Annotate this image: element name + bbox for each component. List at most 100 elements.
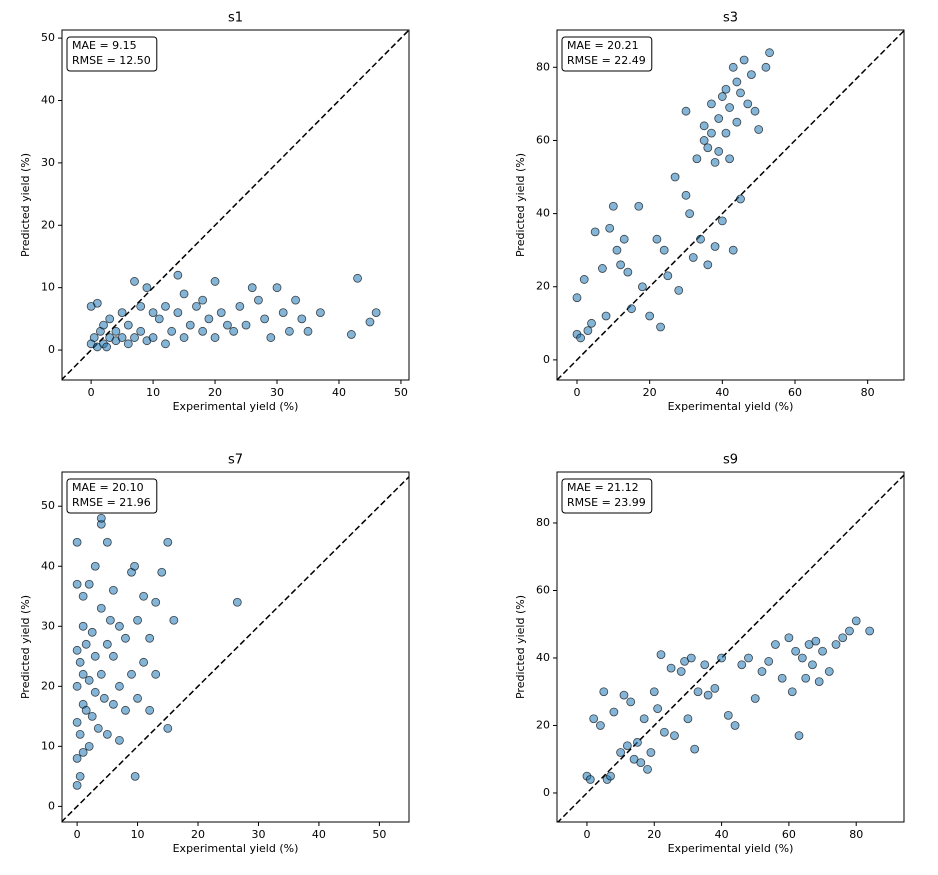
point — [865, 626, 875, 636]
y-tick-label: 60 — [536, 583, 550, 596]
plot-area — [62, 30, 409, 380]
point — [111, 326, 121, 336]
x-axis-label: Experimental yield (%) — [173, 842, 299, 855]
y-tick-label: 0 — [48, 343, 55, 356]
point — [797, 653, 807, 663]
point — [761, 62, 771, 72]
annotation-text: RMSE = 21.96 — [72, 496, 151, 509]
point — [717, 653, 726, 663]
x-tick-label: 0 — [88, 386, 95, 399]
point — [90, 651, 100, 661]
point — [619, 234, 629, 244]
point — [173, 270, 183, 280]
subplot-title: s3 — [723, 11, 738, 26]
point — [692, 154, 702, 164]
point — [686, 653, 696, 663]
point — [72, 753, 82, 763]
point — [572, 293, 582, 303]
point — [297, 314, 307, 324]
point — [346, 330, 356, 339]
point — [72, 645, 82, 655]
y-axis-label: Predicted yield (%) — [514, 595, 527, 699]
point — [616, 260, 625, 270]
point — [291, 295, 301, 305]
point — [710, 683, 720, 693]
identity-line — [557, 473, 904, 822]
y-tick-label: 50 — [41, 499, 55, 512]
point — [590, 227, 600, 237]
y-tick-label: 0 — [48, 799, 55, 812]
point — [148, 333, 158, 342]
point — [696, 234, 705, 244]
point — [845, 626, 854, 636]
point — [192, 301, 201, 311]
point — [811, 636, 821, 646]
y-axis-label: Predicted yield (%) — [514, 153, 527, 257]
point — [599, 687, 609, 697]
point — [700, 660, 710, 670]
point — [90, 561, 100, 571]
point — [72, 579, 82, 589]
point — [710, 157, 720, 167]
point — [576, 333, 586, 343]
point — [96, 513, 106, 523]
point — [714, 114, 724, 123]
point — [608, 201, 618, 211]
y-tick-label: 20 — [536, 718, 550, 731]
point — [730, 721, 740, 730]
point — [127, 669, 136, 679]
point — [315, 308, 325, 318]
point — [757, 667, 767, 676]
annotation-text: RMSE = 12.50 — [72, 54, 151, 67]
point — [235, 301, 245, 311]
annotation: MAE = 20.10 RMSE = 21.96 — [66, 478, 158, 514]
point — [130, 771, 140, 781]
point — [148, 308, 158, 318]
annotation-text: MAE = 9.15 — [72, 39, 137, 52]
subplot: s1 0 10 20 30 40 50 0 10 20 30 40 50 Experimental yie… — [19, 11, 410, 413]
point — [703, 260, 713, 270]
point — [601, 311, 611, 321]
point — [185, 320, 195, 330]
identity-line — [62, 475, 409, 822]
point — [96, 669, 106, 679]
y-tick-label: 80 — [536, 60, 550, 73]
point — [656, 322, 665, 332]
x-tick-label: 80 — [849, 828, 863, 841]
y-tick-label: 0 — [543, 786, 550, 799]
point — [710, 242, 720, 251]
point — [605, 223, 615, 233]
point — [634, 201, 644, 211]
point — [84, 741, 94, 751]
subplot-title: s7 — [228, 453, 243, 468]
x-tick-label: 40 — [715, 828, 729, 841]
point — [78, 669, 88, 679]
point — [656, 650, 666, 659]
point — [663, 271, 673, 281]
point — [728, 62, 738, 72]
subplot: s9 0 20 40 60 80 0 20 40 60 80 Experimental yield (… — [514, 453, 905, 855]
point — [163, 723, 173, 733]
point — [139, 591, 149, 601]
point — [765, 48, 774, 58]
point — [75, 657, 85, 667]
point — [721, 84, 731, 94]
point — [579, 275, 589, 284]
point — [619, 690, 629, 700]
annotation: MAE = 9.15 RMSE = 12.50 — [66, 36, 158, 72]
point — [78, 747, 88, 757]
point — [210, 277, 220, 286]
point — [179, 289, 189, 299]
point — [623, 267, 633, 277]
y-axis-label: Predicted yield (%) — [19, 595, 32, 699]
point — [210, 333, 220, 342]
point — [161, 339, 170, 349]
point — [96, 603, 106, 613]
x-tick-label: 50 — [372, 828, 386, 841]
point — [260, 314, 270, 324]
point — [585, 775, 595, 784]
point — [703, 143, 713, 153]
axes-frame — [556, 471, 905, 823]
point — [121, 633, 130, 643]
